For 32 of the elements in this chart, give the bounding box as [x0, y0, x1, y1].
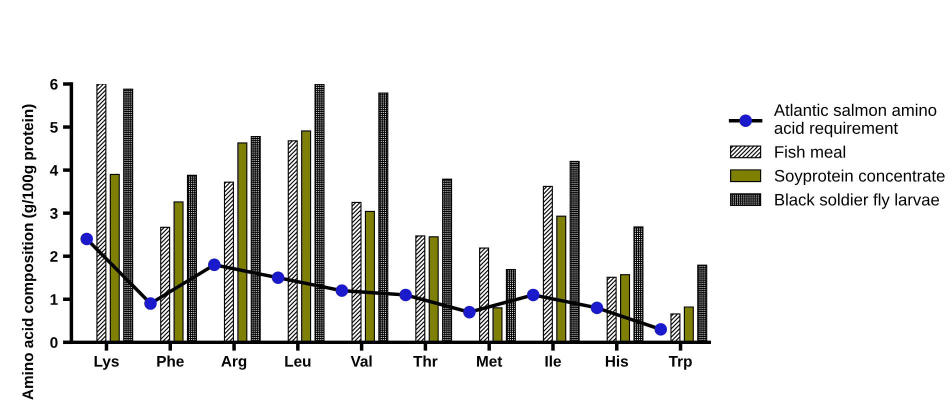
x-tick-label: His	[606, 355, 628, 367]
point	[336, 284, 348, 297]
y-tick-label: 0	[50, 337, 58, 348]
x-tick-label: Met	[477, 356, 502, 367]
y-axis-title: Amino acid composition (g/100g protein)	[22, 104, 36, 400]
y-tick-label: 3	[50, 208, 58, 219]
point	[272, 271, 284, 284]
point	[590, 302, 604, 314]
x-tick-label: Phe	[157, 355, 184, 367]
legend-label: Fish meal	[775, 146, 846, 158]
point	[526, 288, 540, 302]
legend-label: Black soldier fly larvae	[775, 193, 940, 209]
y-tick-label: 2	[50, 251, 58, 262]
point	[463, 306, 476, 318]
x-tick-label: Val	[350, 355, 372, 367]
x-tick-label: Ile	[546, 355, 561, 367]
y-tick-label: 5	[50, 122, 58, 133]
point	[208, 258, 221, 272]
legend-label: Atlantic salmon amino acid requirement	[774, 104, 936, 138]
y-tick-label: 4	[50, 165, 58, 176]
x-tick-label: Arg	[221, 356, 246, 370]
x-tick-label: Leu	[285, 356, 310, 367]
point	[80, 232, 93, 246]
y-tick-label: 6	[50, 78, 58, 90]
x-tick-label: Trp	[668, 356, 692, 370]
x-tick-label: Lys	[94, 356, 119, 370]
point	[399, 288, 412, 302]
y-tick-label: 1	[50, 294, 58, 305]
point	[144, 297, 157, 310]
x-tick-label: Thr	[413, 355, 438, 367]
legend-label: Soyprotein concentrate	[774, 169, 945, 186]
point	[654, 323, 668, 336]
